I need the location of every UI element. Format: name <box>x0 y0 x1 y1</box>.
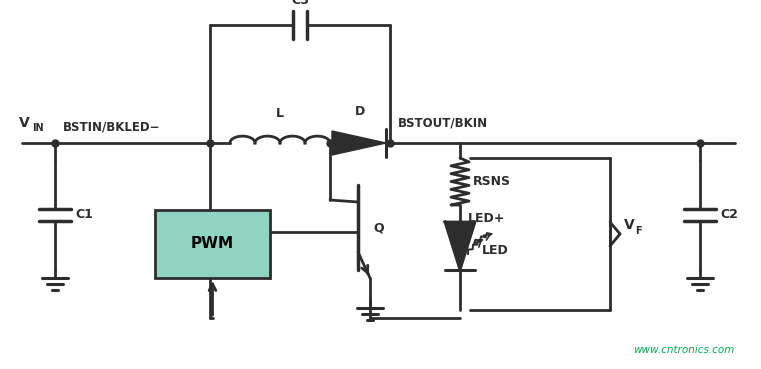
Text: D: D <box>355 105 365 118</box>
Text: L: L <box>276 107 284 120</box>
Text: LED+: LED+ <box>468 213 505 225</box>
Text: C5: C5 <box>291 0 309 7</box>
Text: C1: C1 <box>75 208 93 221</box>
Text: F: F <box>635 226 642 236</box>
Text: IN: IN <box>32 123 43 133</box>
Text: PWM: PWM <box>191 237 234 252</box>
Text: RSNS: RSNS <box>473 175 511 188</box>
Text: www.cntronics.com: www.cntronics.com <box>634 345 735 355</box>
Polygon shape <box>445 222 475 270</box>
Text: Q: Q <box>373 221 384 235</box>
Text: BSTOUT/BKIN: BSTOUT/BKIN <box>398 117 488 130</box>
Polygon shape <box>332 131 386 155</box>
Text: C2: C2 <box>720 208 738 221</box>
Text: LED: LED <box>482 245 509 258</box>
Text: BSTIN/BKLED−: BSTIN/BKLED− <box>63 120 161 133</box>
Text: V: V <box>19 116 30 130</box>
Text: V: V <box>624 218 635 232</box>
Bar <box>155 210 270 278</box>
